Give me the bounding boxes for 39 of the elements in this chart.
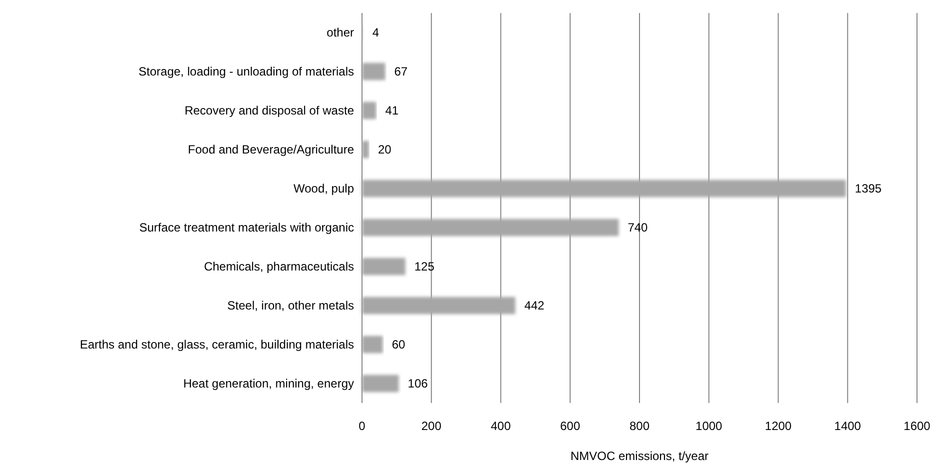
data-label: 125	[414, 260, 435, 274]
bar	[362, 218, 619, 236]
y-tick-label: Earths and stone, glass, ceramic, building materials	[80, 338, 354, 352]
y-tick-label: other	[326, 26, 354, 40]
bar	[362, 374, 399, 392]
data-label: 740	[628, 220, 648, 235]
data-label: 106	[408, 376, 428, 391]
x-tick-label: 1400	[834, 419, 862, 433]
bar	[362, 102, 376, 120]
data-label: 1395	[854, 182, 882, 196]
x-tick-label: 1000	[696, 419, 723, 433]
x-tick-label: 1200	[764, 419, 792, 433]
x-axis-title: NMVOC emissions, t/year	[570, 449, 709, 463]
bar	[362, 140, 369, 158]
data-label: 41	[385, 104, 399, 118]
y-tick-label: Wood, pulp	[294, 182, 354, 196]
bar	[362, 258, 406, 276]
x-tick-label: 400	[490, 419, 512, 433]
x-tick-label: 200	[421, 419, 442, 433]
y-tick-label: Surface treatment materials with organic	[139, 220, 354, 235]
y-tick-label: Heat generation, mining, energy	[183, 376, 354, 391]
x-tick-label: 600	[560, 419, 580, 433]
y-tick-label: Storage, loading - unloading of materials	[138, 64, 354, 79]
y-tick-label: Recovery and disposal of waste	[184, 104, 354, 118]
data-label: 67	[394, 64, 408, 79]
data-label: 4	[372, 26, 380, 40]
x-tick-label: 800	[629, 419, 650, 433]
y-tick-label: Chemicals, pharmaceuticals	[204, 260, 354, 274]
data-label: 60	[392, 338, 406, 352]
data-label: 442	[524, 298, 545, 313]
x-tick-label: 0	[358, 419, 366, 433]
bar	[362, 62, 386, 80]
bar	[362, 296, 516, 314]
y-tick-label: Steel, iron, other metals	[227, 298, 354, 313]
x-tick-label: 1600	[904, 419, 931, 433]
bar	[362, 180, 846, 198]
data-label: 20	[378, 142, 392, 157]
bar	[362, 336, 383, 354]
y-tick-label: Food and Beverage/Agriculture	[188, 142, 354, 157]
